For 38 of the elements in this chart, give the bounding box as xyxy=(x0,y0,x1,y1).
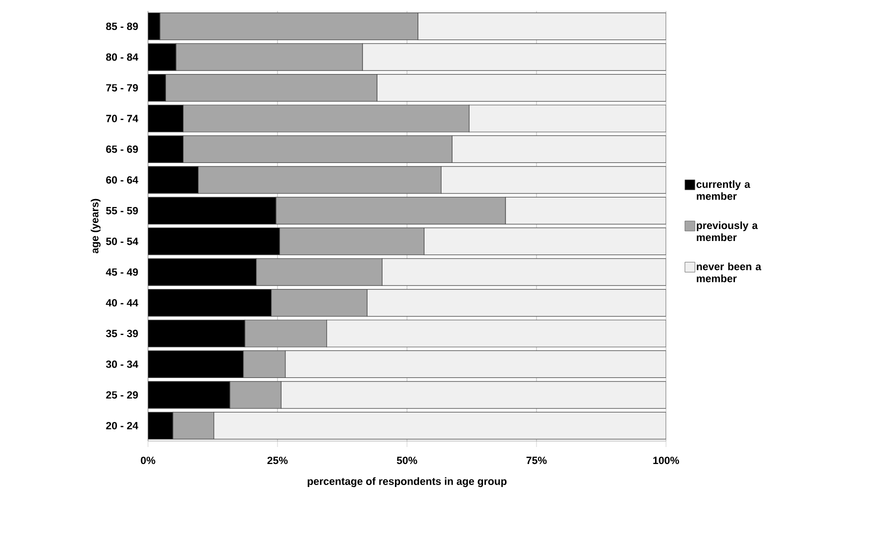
bar xyxy=(148,258,257,286)
legend-label: previously a member xyxy=(696,221,758,242)
y-tick-label: 20 - 24 xyxy=(106,422,138,430)
y-tick-label: 25 - 29 xyxy=(106,391,138,399)
y-tick-label: 45 - 49 xyxy=(106,268,138,276)
bar xyxy=(148,288,272,317)
bar xyxy=(148,320,246,348)
y-tick-label: 35 - 39 xyxy=(106,330,138,338)
bar xyxy=(148,381,230,409)
x-tick-label: 50% xyxy=(396,456,418,464)
x-axis-title: percentage of respondents in age group xyxy=(308,477,507,488)
y-tick-label: 65 - 69 xyxy=(106,146,138,153)
bar xyxy=(148,228,280,256)
y-tick-label: 70 - 74 xyxy=(106,114,138,122)
legend-label: currently a member xyxy=(696,180,750,200)
bar xyxy=(148,74,166,102)
y-tick-label: 55 - 59 xyxy=(106,206,138,214)
y-tick-label: 30 - 34 xyxy=(106,360,138,368)
bar xyxy=(148,104,184,132)
x-tick-label: 75% xyxy=(526,456,547,464)
y-tick-label: 60 - 64 xyxy=(106,176,138,184)
bar xyxy=(148,412,174,440)
bar xyxy=(148,12,160,40)
x-tick-label: 25% xyxy=(267,456,288,464)
bar xyxy=(148,135,184,164)
bar xyxy=(148,196,276,224)
y-tick-label: 50 - 54 xyxy=(106,238,138,246)
x-tick-label: 100% xyxy=(653,456,680,464)
y-tick-label: 80 - 84 xyxy=(106,53,138,61)
legend-label: never been a member xyxy=(696,262,762,282)
y-axis-title: age (years) xyxy=(90,198,101,254)
y-tick-label: 75 - 79 xyxy=(106,84,138,92)
bar xyxy=(148,43,176,71)
bar xyxy=(148,166,199,194)
x-tick-label: 0% xyxy=(140,456,156,464)
y-tick-label: 40 - 44 xyxy=(106,299,138,306)
y-tick-label: 85 - 89 xyxy=(106,22,138,30)
bar xyxy=(148,350,244,378)
